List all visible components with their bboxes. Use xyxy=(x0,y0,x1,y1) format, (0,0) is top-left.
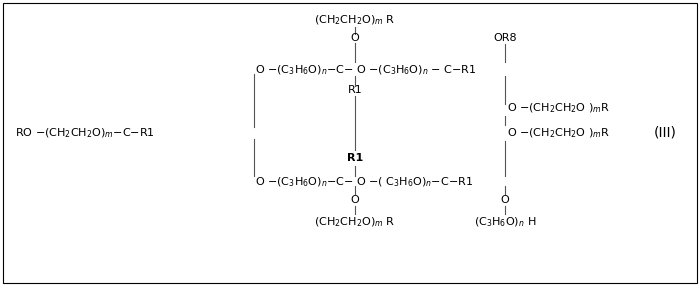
Text: (CH$_2$CH$_2$O)$_m$ R: (CH$_2$CH$_2$O)$_m$ R xyxy=(314,215,396,229)
Text: O $-$(CH$_2$CH$_2$O )$_m$R: O $-$(CH$_2$CH$_2$O )$_m$R xyxy=(507,101,610,115)
Text: O $-$(CH$_2$CH$_2$O )$_m$R: O $-$(CH$_2$CH$_2$O )$_m$R xyxy=(507,126,610,140)
Text: R1: R1 xyxy=(348,85,363,95)
Text: RO $-$(CH$_2$CH$_2$O)$_m$$-$C$-$R1: RO $-$(CH$_2$CH$_2$O)$_m$$-$C$-$R1 xyxy=(15,126,155,140)
Text: R1: R1 xyxy=(347,153,363,163)
Text: O: O xyxy=(351,33,359,43)
Text: O: O xyxy=(500,195,510,205)
Text: O $-$(C$_3$H$_6$O)$_n$$-$C$-$ O $-$(C$_3$H$_6$O)$_n$ $-$ C$-$R1: O $-$(C$_3$H$_6$O)$_n$$-$C$-$ O $-$(C$_3… xyxy=(255,63,477,77)
Text: (C$_3$H$_6$O)$_n$ H: (C$_3$H$_6$O)$_n$ H xyxy=(474,215,536,229)
Text: (CH$_2$CH$_2$O)$_m$ R: (CH$_2$CH$_2$O)$_m$ R xyxy=(314,13,396,27)
Text: O: O xyxy=(351,195,359,205)
Text: OR8: OR8 xyxy=(494,33,517,43)
Text: (III): (III) xyxy=(654,126,676,140)
Text: O $-$(C$_3$H$_6$O)$_n$$-$C$-$ O $-$( C$_3$H$_6$O)$_n$$-$C$-$R1: O $-$(C$_3$H$_6$O)$_n$$-$C$-$ O $-$( C$_… xyxy=(255,175,473,189)
